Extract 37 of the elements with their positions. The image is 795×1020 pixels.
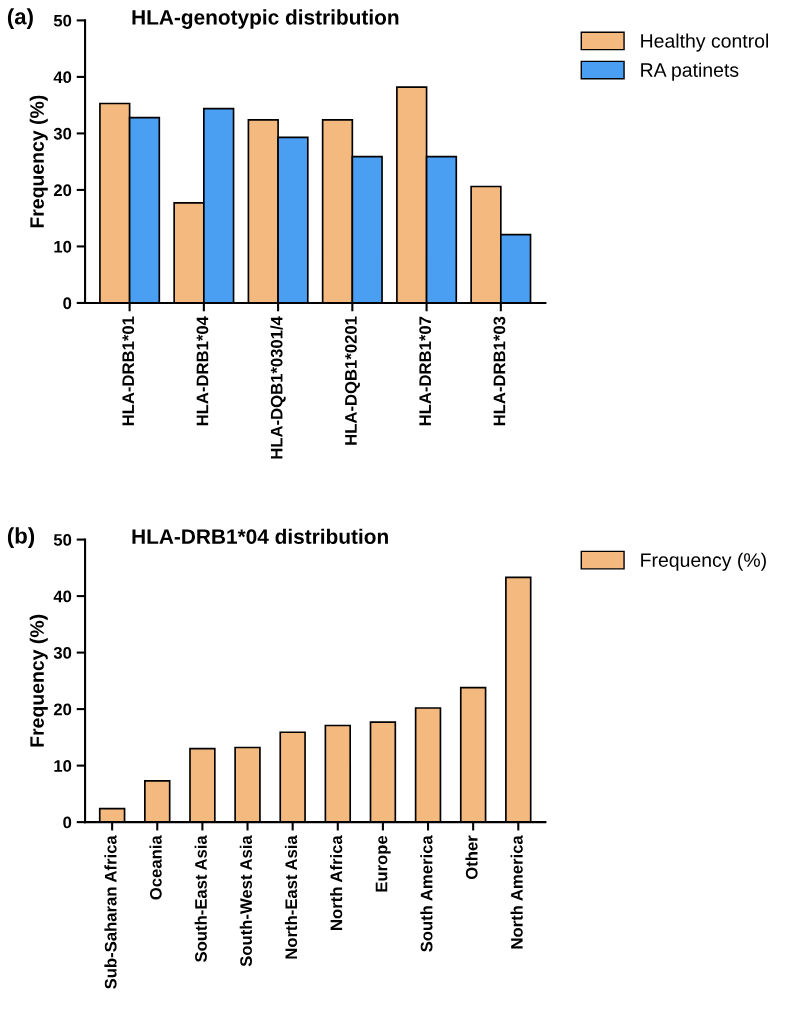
text: (b) xyxy=(7,527,35,549)
x-tick-label: HLA-DRB1*03 xyxy=(493,316,506,426)
chart-title: HLA-DRB1*04 distribution xyxy=(132,528,388,544)
y-tick-label: 30 xyxy=(53,647,72,659)
x-tick-label: North Africa xyxy=(330,835,343,930)
y-tick-label: 50 xyxy=(53,14,72,27)
x-tick-label: HLA-DRB1*01 xyxy=(122,316,135,426)
x-tick-label: HLA-DQB1*0201 xyxy=(345,316,360,445)
y-tick-label: 40 xyxy=(53,71,72,84)
y-tick-label: 50 xyxy=(53,533,72,546)
y-tick-label: 20 xyxy=(53,703,72,716)
y-tick-label: 40 xyxy=(53,590,72,603)
y-tick-label: 0 xyxy=(63,297,72,310)
x-tick-label: HLA-DQB1*0301/4 xyxy=(270,316,286,459)
x-tick-label: Other xyxy=(465,835,478,880)
x-tick-label: South-West Asia xyxy=(239,835,252,967)
x-tick-label: Europe xyxy=(375,835,391,892)
y-tick-label: 30 xyxy=(53,127,72,140)
y-tick-label: 10 xyxy=(54,240,72,253)
x-tick-label: North-East Asia xyxy=(284,835,298,959)
y-axis-title: Frequency (%) xyxy=(29,614,48,747)
x-tick-label: Oceania xyxy=(149,835,162,900)
y-tick-label: 0 xyxy=(63,816,72,829)
x-tick-label: HLA-DRB1*04 xyxy=(196,316,209,426)
x-tick-label: South America xyxy=(420,835,433,952)
x-tick-label: Sub-Saharan Africa xyxy=(104,835,117,989)
legend-label: RA patinets xyxy=(641,62,739,81)
legend-label: Healthy control xyxy=(641,33,769,52)
x-tick-label: South-East Asia xyxy=(194,835,207,962)
y-tick-label: 20 xyxy=(53,184,72,197)
y-tick-label: 10 xyxy=(54,760,72,772)
text: (a) xyxy=(7,8,33,29)
legend-label: Frequency (%) xyxy=(641,552,766,571)
chart-title: HLA-genotypic distribution xyxy=(132,9,399,29)
x-tick-label: HLA-DRB1*07 xyxy=(419,316,432,426)
y-axis-title: Frequency (%) xyxy=(29,95,48,228)
x-tick-label: North America xyxy=(510,835,523,949)
